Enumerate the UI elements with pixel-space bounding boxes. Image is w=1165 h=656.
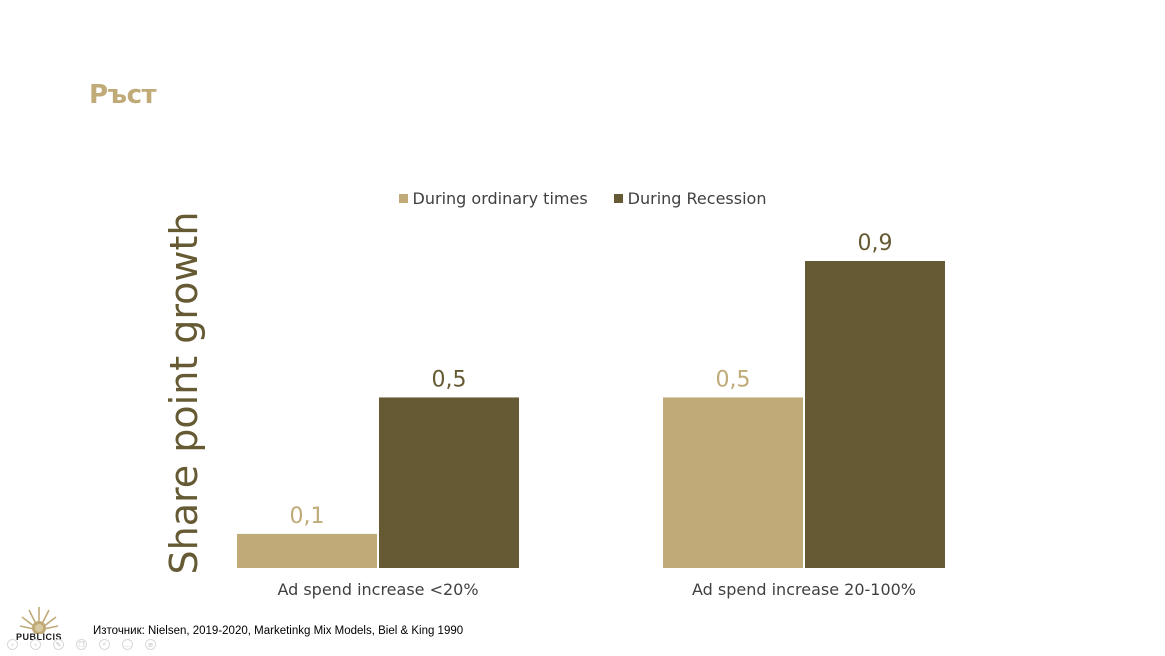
bar-recession-1	[379, 397, 519, 568]
category-label-1: Ad spend increase <20%	[277, 580, 478, 599]
bar-recession-2	[805, 261, 945, 568]
sun-emblem-icon	[19, 607, 59, 634]
legend-item-ordinary: During ordinary times	[398, 189, 588, 208]
data-label-ordinary-2: 0,5	[716, 367, 751, 392]
legend-swatch-recession	[613, 194, 623, 203]
source-note: Източник: Nielsen, 2019-2020, Marketinkg…	[93, 625, 464, 637]
slide-title: Ръст	[89, 80, 157, 110]
bar-ordinary-2	[663, 397, 803, 568]
slide-controls: ‹ › ✎ ❐ ⌕ … ≡	[7, 639, 156, 650]
data-label-ordinary-1: 0,1	[290, 504, 325, 529]
pen-control[interactable]: ✎	[53, 639, 64, 650]
data-label-recession-2: 0,9	[858, 231, 893, 256]
slide-back-control[interactable]: ‹	[7, 639, 18, 650]
menu-control[interactable]: ≡	[145, 639, 156, 650]
zoom-control[interactable]: ⌕	[99, 639, 110, 650]
copy-control[interactable]: ❐	[76, 639, 87, 650]
legend-label-ordinary: During ordinary times	[412, 189, 588, 208]
data-label-recession-1: 0,5	[432, 367, 467, 392]
category-label-2: Ad spend increase 20-100%	[692, 580, 916, 599]
legend-swatch-ordinary	[398, 194, 408, 203]
legend-item-recession: During Recession	[613, 189, 767, 208]
slide-forward-control[interactable]: ›	[30, 639, 41, 650]
chart-legend: During ordinary times During Recession	[0, 189, 1165, 208]
logo-wordmark: PUBLICIS	[15, 632, 62, 642]
legend-label-recession: During Recession	[627, 189, 767, 208]
publicis-logo: PUBLICIS	[10, 604, 68, 644]
bar-ordinary-1	[237, 533, 377, 568]
more-control[interactable]: …	[122, 639, 133, 650]
